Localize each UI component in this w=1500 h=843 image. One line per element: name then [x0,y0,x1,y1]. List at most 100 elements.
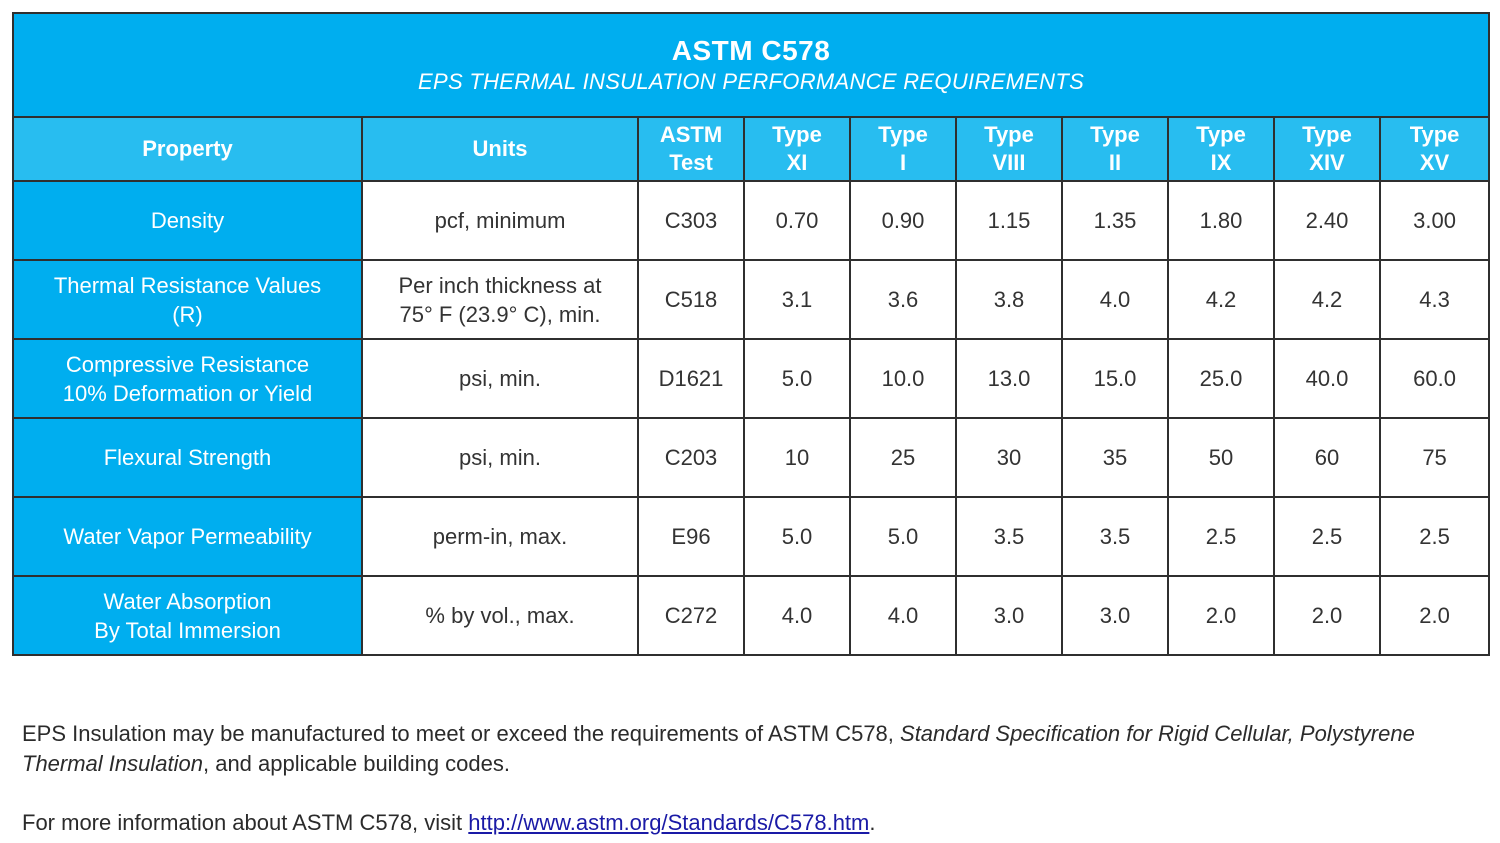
table-row: Water Vapor Permeability perm-in, max. E96… [12,496,1491,577]
astm-test-cell: C518 [637,259,745,340]
type-value-cell: 15.0 [1061,338,1169,419]
property-cell: Water Absorption By Total Immersion [12,575,363,656]
cell-line-1: Per inch thickness at [398,272,602,298]
cell-line-2: (R) [172,301,203,327]
cell-line-2: II [1108,150,1122,175]
footnote-text: EPS Insulation may be manufactured to me… [22,721,901,746]
cell-line-1: Type [878,122,928,147]
cell-line-1: Type [1196,122,1246,147]
footnote-text-end: , and applicable building codes. [202,751,510,776]
type-value-cell: 4.0 [849,575,957,656]
cell-line-1: Type [1409,122,1460,147]
type-value-cell: 3.6 [849,259,957,340]
standard-title: Standard Specification for Rigid Cellula… [22,721,1415,776]
astm-test-cell: E96 [637,496,745,577]
units-cell: Per inch thickness at 75° F (23.9° C), mi… [361,259,639,340]
cell-line-2: IX [1210,150,1232,175]
property-cell: Thermal Resistance Values (R) [12,259,363,340]
cell-line-1: Type [772,122,822,147]
type-value-cell: 3.0 [1061,575,1169,656]
type-value-cell: 13.0 [955,338,1063,419]
column-header: Type I [849,116,957,182]
table-title: ASTM C578 [671,35,831,66]
type-value-cell: 4.3 [1378,259,1491,340]
type-value-cell: 30 [955,417,1063,498]
type-value-cell: 2.40 [1273,180,1381,261]
type-value-cell: 4.2 [1273,259,1381,340]
cell-line-1: % by vol., max. [425,603,575,628]
astm-test-cell: D1621 [637,338,745,419]
cell-line-1: Water Absorption [103,588,272,614]
units-cell: % by vol., max. [361,575,639,656]
type-value-cell: 10.0 [849,338,957,419]
cell-line-1: Flexural Strength [103,445,272,470]
cell-line-2: XI [786,150,808,175]
column-header: Units [361,116,639,182]
type-value-cell: 2.0 [1273,575,1381,656]
property-cell: Compressive Resistance 10% Deformation or… [12,338,363,419]
column-header-row: Property Units ASTM Test Type XI Type I Type VIII… [12,116,1491,182]
type-value-cell: 3.8 [955,259,1063,340]
type-value-cell: 5.0 [743,338,851,419]
cell-line-2: XV [1419,150,1450,175]
cell-line-1: Units [472,136,528,161]
type-value-cell: 3.00 [1378,180,1491,261]
cell-line-1: ASTM [659,122,723,147]
type-value-cell: 2.0 [1167,575,1275,656]
astm-c578-table: ASTM C578 EPS THERMAL INSULATION PERFORM… [11,12,1491,656]
type-value-cell: 2.5 [1273,496,1381,577]
cell-line-2: Test [669,150,713,175]
type-value-cell: 2.0 [1378,575,1491,656]
units-cell: pcf, minimum [361,180,639,261]
units-cell: psi, min. [361,417,639,498]
cell-line-2: By Total Immersion [94,617,281,643]
cell-line-1: Property [142,136,233,161]
cell-line-1: Compressive Resistance [65,351,310,377]
cell-line-1: Density [150,208,225,233]
cell-line-2: VIII [992,150,1026,175]
type-value-cell: 2.5 [1378,496,1491,577]
cell-line-1: Thermal Resistance Values [53,272,322,298]
footnote-astm-spec: EPS Insulation may be manufactured to me… [22,719,1462,779]
more-info-end: . [869,810,876,835]
cell-line-1: Type [1090,122,1140,147]
table-row: Density pcf, minimum C303 0.70 0.90 1.15 1.35 1… [12,180,1491,261]
footnote-more-info: For more information about ASTM C578, vi… [22,808,1462,838]
cell-line-1: Water Vapor Permeability [63,524,312,549]
cell-line-1: perm-in, max. [432,524,568,549]
table-body: Density pcf, minimum C303 0.70 0.90 1.15 1.35 1… [12,180,1491,656]
astm-standard-link[interactable]: http://www.astm.org/Standards/C578.htm [468,810,870,835]
units-cell: perm-in, max. [361,496,639,577]
property-cell: Flexural Strength [12,417,363,498]
type-value-cell: 10 [743,417,851,498]
cell-line-2: I [899,150,907,175]
column-header: Type IX [1167,116,1275,182]
cell-line-1: psi, min. [459,445,541,470]
table-row: Water Absorption By Total Immersion % by v… [12,575,1491,656]
table-row: Flexural Strength psi, min. C203 10 25 30 35 50… [12,417,1491,498]
astm-test-cell: C303 [637,180,745,261]
type-value-cell: 25 [849,417,957,498]
type-value-cell: 3.0 [955,575,1063,656]
column-header: Type XV [1378,116,1491,182]
type-value-cell: 3.5 [955,496,1063,577]
type-value-cell: 1.35 [1061,180,1169,261]
property-cell: Water Vapor Permeability [12,496,363,577]
type-value-cell: 35 [1061,417,1169,498]
type-value-cell: 50 [1167,417,1275,498]
cell-line-1: pcf, minimum [434,208,566,233]
type-value-cell: 1.80 [1167,180,1275,261]
type-value-cell: 2.5 [1167,496,1275,577]
units-cell: psi, min. [361,338,639,419]
table-title-banner: ASTM C578 EPS THERMAL INSULATION PERFORM… [11,12,1491,118]
table-subtitle: EPS THERMAL INSULATION PERFORMANCE REQUI… [418,69,1085,94]
column-header: Type VIII [955,116,1063,182]
cell-line-2: XIV [1309,150,1345,175]
cell-line-1: Type [984,122,1034,147]
table-row: Thermal Resistance Values (R) Per inch thi… [12,259,1491,340]
type-value-cell: 75 [1378,417,1491,498]
more-info-text: For more information about ASTM C578, vi… [22,810,469,835]
type-value-cell: 3.5 [1061,496,1169,577]
type-value-cell: 25.0 [1167,338,1275,419]
type-value-cell: 3.1 [743,259,851,340]
